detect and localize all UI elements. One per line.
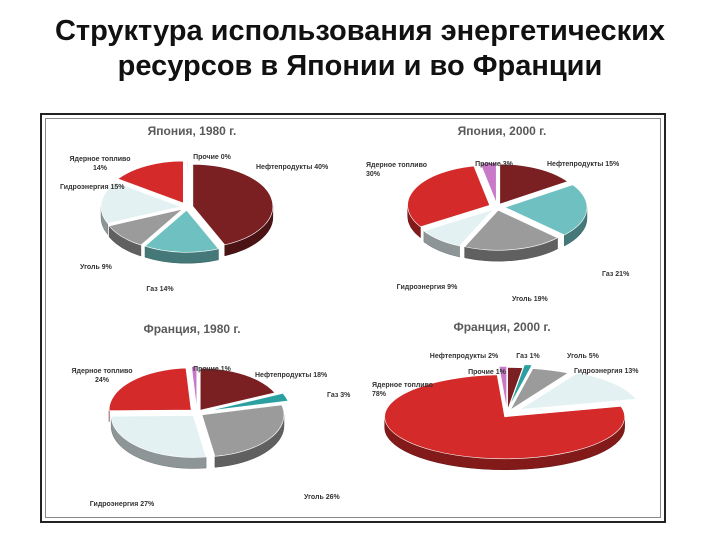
slice-label-france-2000-4: Гидроэнергия 13% xyxy=(574,368,639,375)
slice-france-1980-1 xyxy=(199,367,276,411)
slice-japan-2000-1 xyxy=(499,163,569,205)
slice-label-japan-1980-2: Газ 14% xyxy=(146,286,174,293)
chart-title-japan-1980: Япония, 1980 г. xyxy=(148,124,237,138)
slice-france-1980-4 xyxy=(110,415,207,458)
chart-title-japan-2000: Япония, 2000 г. xyxy=(458,124,547,138)
slice-france-2000-1 xyxy=(507,367,524,410)
slice-label-japan-1980-5: Ядерное топливо 14% xyxy=(69,156,130,172)
slice-label-japan-2000-1: Нефтепродукты 15% xyxy=(547,161,620,168)
slice-france-2000-3 xyxy=(510,368,569,411)
slice-japan-1980-4 xyxy=(100,182,183,224)
slice-label-japan-1980-4: Гидроэнергия 15% xyxy=(60,184,125,191)
slice-japan-1980-5 xyxy=(117,160,184,204)
slice-label-japan-2000-4: Гидроэнергия 9% xyxy=(397,284,458,291)
pie-chart-japan-1980: Япония, 1980 г. Нефтепродукты 40% Газ 14% У… xyxy=(60,124,329,293)
slice-japan-1980-6 xyxy=(186,161,189,204)
slice-label-france-1980-1: Нефтепродукты 18% xyxy=(255,372,328,379)
slice-label-france-1980-4: Гидроэнергия 27% xyxy=(90,501,155,508)
slice-label-japan-1980-3: Уголь 9% xyxy=(80,264,113,271)
slice-label-japan-2000-6: Прочие 3% xyxy=(475,161,514,168)
slide-title: Структура использования энергетических р… xyxy=(0,14,720,84)
slice-label-japan-2000-5: Ядерное топливо 30% xyxy=(366,162,427,178)
slice-france-2000-6 xyxy=(498,366,507,409)
slice-japan-2000-5 xyxy=(407,165,491,228)
slice-label-france-1980-3: Уголь 26% xyxy=(304,494,340,501)
slice-label-france-2000-5: Ядерное топливо 78% xyxy=(372,382,433,398)
slice-japan-1980-1 xyxy=(192,164,274,246)
slice-label-france-2000-2: Газ 1% xyxy=(516,353,540,360)
pie-chart-japan-2000: Япония, 2000 г. Нефтепродукты 15% Газ 21% У… xyxy=(366,124,630,303)
slice-france-1980-2 xyxy=(208,393,289,412)
figure-frame: Япония, 1980 г. Нефтепродукты 40% Газ 14% У… xyxy=(40,113,666,523)
pie-chart-france-1980: Франция, 1980 г. Нефтепродукты 18% Газ 3% У… xyxy=(71,322,351,508)
pie-charts-figure: Япония, 1980 г. Нефтепродукты 40% Газ 14% У… xyxy=(60,124,639,508)
slice-france-2000-2 xyxy=(509,364,533,407)
slice-japan-1980-3 xyxy=(108,208,183,246)
slice-label-france-1980-2: Газ 3% xyxy=(327,392,351,399)
slice-japan-2000-3 xyxy=(464,209,559,251)
slice-label-japan-2000-2: Газ 21% xyxy=(602,271,630,278)
slice-japan-2000-2 xyxy=(504,184,588,236)
slice-label-japan-2000-3: Уголь 19% xyxy=(512,296,548,303)
slice-france-1980-5 xyxy=(108,367,192,411)
slide-title-line-2: ресурсов в Японии и во Франции xyxy=(117,50,603,82)
chart-title-france-1980: Франция, 1980 г. xyxy=(143,322,240,336)
slice-france-2000-4 xyxy=(519,372,637,410)
slice-label-japan-1980-1: Нефтепродукты 40% xyxy=(256,164,329,171)
slide-title-line-1: Структура использования энергетических xyxy=(54,15,666,47)
slice-label-france-2000-3: Уголь 5% xyxy=(567,353,600,360)
slice-label-france-1980-5: Ядерное топливо 24% xyxy=(71,368,132,384)
slice-france-1980-6 xyxy=(191,366,198,409)
slice-france-2000-5 xyxy=(384,374,625,460)
slice-japan-2000-4 xyxy=(423,208,495,247)
slice-japan-2000-6 xyxy=(479,162,497,203)
pie-chart-france-2000: Франция, 2000 г. Нефтепродукты 2% Газ 1% Уг… xyxy=(372,320,639,471)
slice-label-france-2000-1: Нефтепродукты 2% xyxy=(430,353,499,360)
slice-label-france-1980-6: Прочие 1% xyxy=(193,366,232,373)
slice-france-1980-3 xyxy=(201,404,285,457)
chart-title-france-2000: Франция, 2000 г. xyxy=(453,320,550,334)
slice-label-japan-1980-6: Прочие 0% xyxy=(193,154,232,161)
slice-japan-1980-2 xyxy=(144,209,220,253)
slice-label-france-2000-6: Прочие 1% xyxy=(468,369,507,376)
